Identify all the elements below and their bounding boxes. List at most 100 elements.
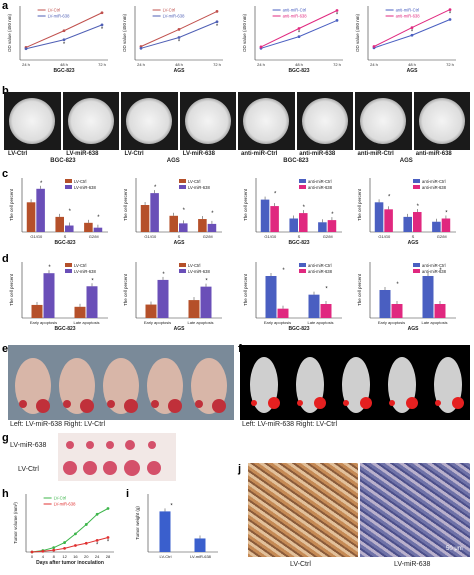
x-tick-label: 48 h	[175, 62, 183, 67]
significance-mark: *	[325, 287, 328, 293]
x-tick-label: S	[178, 234, 181, 239]
legend-label: anti-miR-638	[396, 14, 421, 19]
legend-label: LV-Ctrl	[48, 8, 61, 13]
x-tick-label: S	[298, 234, 301, 239]
x-tick-label: 72 h	[446, 62, 454, 67]
data-point	[100, 23, 104, 27]
legend-swatch	[413, 185, 420, 189]
bar	[36, 188, 45, 232]
x-axis-label: BGC-823	[288, 240, 309, 246]
colony-group-label: AGS	[399, 158, 413, 164]
data-point	[24, 47, 28, 51]
bar	[413, 212, 422, 232]
colony-label: LV-Ctrl	[8, 151, 28, 157]
x-tick-label: Early apoptosis	[30, 320, 57, 325]
significance-mark: *	[211, 211, 214, 217]
bar	[260, 199, 270, 232]
colony-label: anti-miR-Ctrl	[241, 151, 278, 157]
mice-illustration	[15, 358, 227, 414]
legend-swatch	[65, 185, 72, 189]
chart-c2: The cell percent AGS G1/G0 * S * G2/M * LV-Ctrl L…	[123, 178, 222, 246]
data-point	[335, 19, 339, 22]
x-tick-label: G1/G0	[30, 234, 43, 239]
chart-svg: OD value (450 nm) BGC-823 24 h 48 h 72 h LV-C…	[7, 6, 108, 74]
legend-swatch	[65, 269, 72, 273]
colony-dish	[121, 92, 178, 150]
tumor-photo	[58, 433, 176, 481]
bar	[265, 276, 277, 318]
x-axis-label: AGS	[407, 68, 419, 74]
x-axis-label: BGC-823	[53, 68, 74, 74]
significance-mark: *	[439, 268, 442, 274]
x-tick-label: G1/G0	[144, 234, 157, 239]
chart-d4: The cell percent AGS Early apoptosis * Late …	[357, 262, 456, 332]
bar	[434, 304, 446, 318]
significance-mark: *	[97, 215, 100, 221]
chart-svg: Tumor weight (g) LV-Ctrl * LV-miR-638	[135, 494, 218, 559]
significance-mark: *	[449, 12, 452, 18]
series-line	[31, 537, 109, 553]
data-point	[448, 18, 452, 21]
data-point	[215, 20, 219, 24]
panel-e-letter: e	[2, 343, 9, 355]
chart-c3: The cell percent BGC-823 G1/G0 * S * G2/M * anti…	[243, 178, 342, 246]
chart-svg: The cell percent BGC-823 G1/G0 * S * G2/M * LV-C…	[9, 178, 108, 246]
bar	[318, 222, 327, 232]
x-axis-label: Days after tumor inoculation	[36, 560, 104, 566]
panel-e-caption: Left: LV-miR-638 Right: LV-Ctrl	[10, 421, 106, 428]
x-tick-label: G2/M	[203, 234, 213, 239]
legend-swatch	[299, 263, 306, 267]
legend-label: LV-Ctrl	[54, 496, 67, 501]
data-point	[52, 546, 56, 550]
colony-group-label: AGS	[166, 158, 180, 164]
chart-a4: OD value (450 nm) AGS 24 h 48 h 72 h anti-miR…	[355, 6, 456, 74]
x-tick-label: 28	[106, 554, 111, 559]
bar	[84, 222, 93, 232]
significance-mark: *	[417, 204, 420, 210]
data-point	[30, 550, 34, 554]
legend-label: anti-miR-Ctrl	[422, 179, 446, 184]
data-point	[335, 9, 339, 12]
mice-photo	[8, 345, 234, 420]
significance-mark: *	[178, 40, 181, 46]
colony-label: anti-miR-638	[415, 151, 452, 157]
legend-swatch	[413, 263, 420, 267]
significance-mark: *	[170, 503, 173, 509]
panel-b-letter: b	[2, 85, 9, 97]
significance-mark: *	[162, 272, 165, 278]
legend-label: anti-miR-638	[422, 269, 447, 274]
bar	[299, 213, 308, 232]
y-axis-label: OD value (450 nm)	[242, 13, 247, 52]
bar	[308, 294, 320, 318]
x-tick-label: Late apoptosis	[421, 320, 447, 325]
significance-mark: *	[107, 540, 110, 546]
legend-swatch	[179, 179, 186, 183]
x-axis-label: AGS	[174, 240, 186, 246]
significance-mark: *	[282, 268, 285, 274]
scale-bar-label: 50 μm	[446, 546, 463, 552]
chart-svg: Tumor volume (mm³) Days after tumor inocu…	[13, 494, 114, 566]
x-tick-label: Early apoptosis	[378, 320, 405, 325]
legend-label: anti-miR-Ctrl	[396, 8, 420, 13]
data-point	[62, 38, 66, 42]
bar	[140, 205, 150, 232]
significance-mark: *	[445, 211, 448, 217]
chart-svg: OD value (450 nm) AGS 24 h 48 h 72 h anti-miR…	[355, 6, 456, 74]
bar	[179, 223, 188, 232]
chart-c1: The cell percent BGC-823 G1/G0 * S * G2/M * LV-C…	[9, 178, 108, 246]
chart-svg: OD value (450 nm) AGS 24 h 48 h 72 h LV-CtrlL…	[122, 6, 223, 74]
series-line	[31, 508, 109, 553]
ihc-label-mir638: LV-miR-638	[394, 561, 431, 568]
bar	[145, 304, 157, 318]
x-tick-label: G2/M	[89, 234, 99, 239]
bar	[31, 304, 43, 318]
legend-label: LV-miR-638	[188, 269, 210, 274]
x-tick-label: 72 h	[213, 62, 221, 67]
data-point	[63, 541, 66, 544]
x-tick-label: LV-Ctrl	[160, 554, 172, 559]
x-axis-label: BGC-823	[288, 326, 309, 332]
legend-label: LV-miR-638	[163, 14, 185, 19]
